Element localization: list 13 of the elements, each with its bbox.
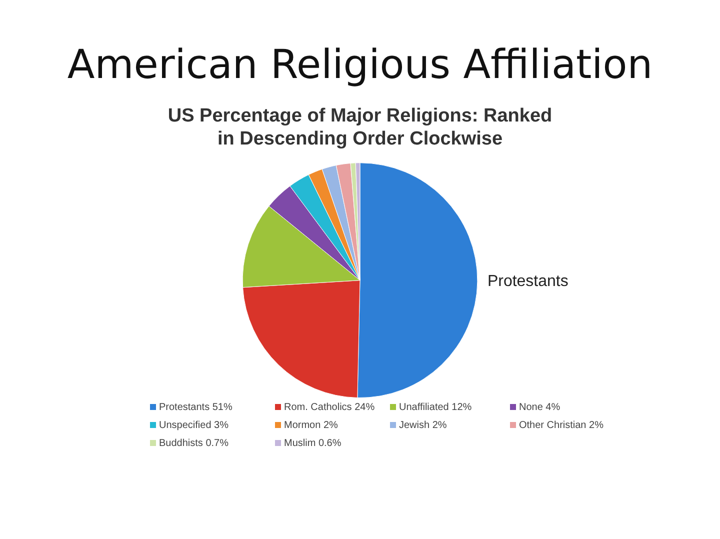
- legend-label: Rom. Catholics 24%: [283, 402, 376, 413]
- legend-label: Protestants 51%: [158, 402, 234, 413]
- legend-label: Other Christian 2%: [518, 420, 604, 431]
- legend-label: None 4%: [518, 402, 562, 413]
- chart-subtitle: American Religious Affiliation: [66, 42, 654, 88]
- legend-label: Jewish 2%: [398, 420, 448, 431]
- legend-label: Muslim 0.6%: [283, 438, 342, 449]
- legend-label: Buddhists 0.7%: [158, 438, 230, 449]
- legend-label: Mormon 2%: [283, 420, 339, 431]
- text: Protestants: [487, 273, 568, 290]
- legend-label: Unaffiliated 12%: [398, 402, 473, 413]
- chart-title: US Percentage of Major Religions: Ranked in Descending Order Clockwise: [168, 106, 552, 150]
- legend-label: Unspecified 3%: [158, 420, 230, 431]
